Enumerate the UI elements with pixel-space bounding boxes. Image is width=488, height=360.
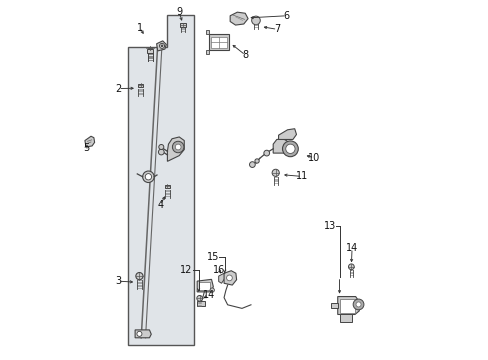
Circle shape <box>226 275 232 281</box>
Text: 16: 16 <box>213 265 225 275</box>
Text: 11: 11 <box>295 171 307 181</box>
Polygon shape <box>205 31 208 34</box>
Text: 6: 6 <box>283 11 289 21</box>
Text: 10: 10 <box>307 153 320 163</box>
Circle shape <box>136 273 142 280</box>
Polygon shape <box>224 271 236 285</box>
Circle shape <box>196 296 202 301</box>
Circle shape <box>142 171 154 183</box>
Polygon shape <box>330 303 337 308</box>
Circle shape <box>251 16 260 25</box>
Bar <box>137 84 143 87</box>
Circle shape <box>159 144 163 149</box>
Circle shape <box>175 144 181 150</box>
Text: 14: 14 <box>202 291 214 301</box>
Circle shape <box>137 331 142 336</box>
Polygon shape <box>128 15 194 345</box>
Text: 4: 4 <box>157 200 163 210</box>
Bar <box>210 37 226 48</box>
Circle shape <box>158 149 164 155</box>
Polygon shape <box>339 315 351 321</box>
Bar <box>179 23 185 27</box>
Polygon shape <box>278 129 296 139</box>
Circle shape <box>282 141 298 157</box>
Circle shape <box>161 45 163 47</box>
Circle shape <box>254 159 259 163</box>
Text: 3: 3 <box>115 276 121 286</box>
Circle shape <box>348 264 353 270</box>
Bar <box>147 49 153 53</box>
Circle shape <box>249 162 255 167</box>
Text: 13: 13 <box>323 221 335 231</box>
Circle shape <box>285 144 294 153</box>
Polygon shape <box>205 50 208 54</box>
Bar <box>208 34 229 50</box>
Text: 8: 8 <box>242 50 248 60</box>
Circle shape <box>145 174 151 180</box>
Polygon shape <box>197 279 213 292</box>
Polygon shape <box>218 273 224 283</box>
Circle shape <box>210 288 214 292</box>
Circle shape <box>271 169 279 176</box>
Text: 12: 12 <box>180 265 192 275</box>
Polygon shape <box>135 330 151 338</box>
Circle shape <box>159 43 164 48</box>
Circle shape <box>352 299 363 310</box>
Text: 5: 5 <box>82 143 89 153</box>
Polygon shape <box>85 136 94 147</box>
Bar <box>197 301 204 306</box>
Text: 14: 14 <box>345 243 358 253</box>
Text: 7: 7 <box>274 24 280 35</box>
Text: 1: 1 <box>137 23 142 33</box>
Polygon shape <box>230 12 247 25</box>
Polygon shape <box>156 41 166 51</box>
Polygon shape <box>337 297 359 315</box>
Text: 2: 2 <box>115 84 121 94</box>
Circle shape <box>264 150 269 156</box>
Bar <box>339 299 354 313</box>
Text: 15: 15 <box>207 252 219 262</box>
Text: 9: 9 <box>176 7 182 17</box>
Polygon shape <box>167 137 184 161</box>
Bar <box>164 185 170 188</box>
Circle shape <box>355 302 360 307</box>
Circle shape <box>172 141 183 153</box>
Polygon shape <box>273 139 289 153</box>
Bar <box>199 282 209 290</box>
